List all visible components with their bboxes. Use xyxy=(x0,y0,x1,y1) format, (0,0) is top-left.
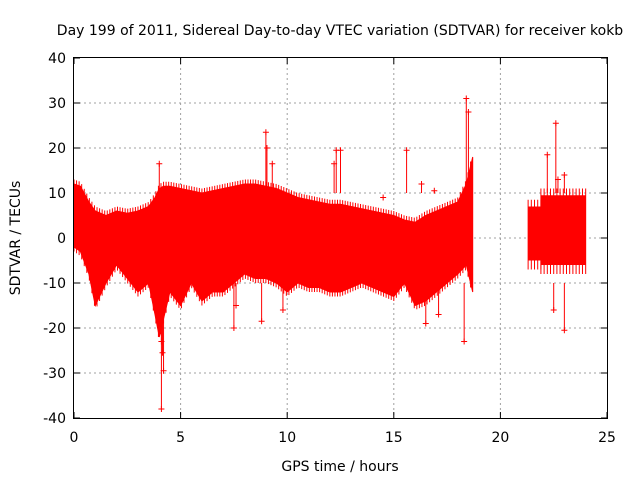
x-axis-label: GPS time / hours xyxy=(281,459,398,475)
x-tick-label: 5 xyxy=(176,430,185,446)
tick-labels: 0 5 10 15 20 25 -40 -30 -20 -10 0 10 20 30 40 xyxy=(43,51,616,446)
x-tick-label: 15 xyxy=(385,430,403,446)
chart-title: Day 199 of 2011, Sidereal Day-to-day VTE… xyxy=(57,23,623,39)
y-tick-label: 40 xyxy=(48,51,66,67)
y-tick-label: -10 xyxy=(43,276,66,292)
x-tick-label: 0 xyxy=(70,430,79,446)
x-tick-label: 10 xyxy=(278,430,296,446)
plot-frame xyxy=(73,57,608,419)
data-series xyxy=(73,95,587,412)
y-tick-label: -40 xyxy=(43,411,66,427)
x-tick-label: 20 xyxy=(491,430,509,446)
y-tick-label: -30 xyxy=(43,366,66,382)
data-point xyxy=(380,194,387,201)
y-tick-label: 10 xyxy=(48,186,66,202)
y-tick-label: 20 xyxy=(48,141,66,157)
y-axis-label: SDTVAR / TECUs xyxy=(8,181,24,296)
y-tick-label: 30 xyxy=(48,96,66,112)
y-tick-label: -20 xyxy=(43,321,66,337)
y-tick-label: 0 xyxy=(57,231,66,247)
x-tick-label: 25 xyxy=(598,430,616,446)
